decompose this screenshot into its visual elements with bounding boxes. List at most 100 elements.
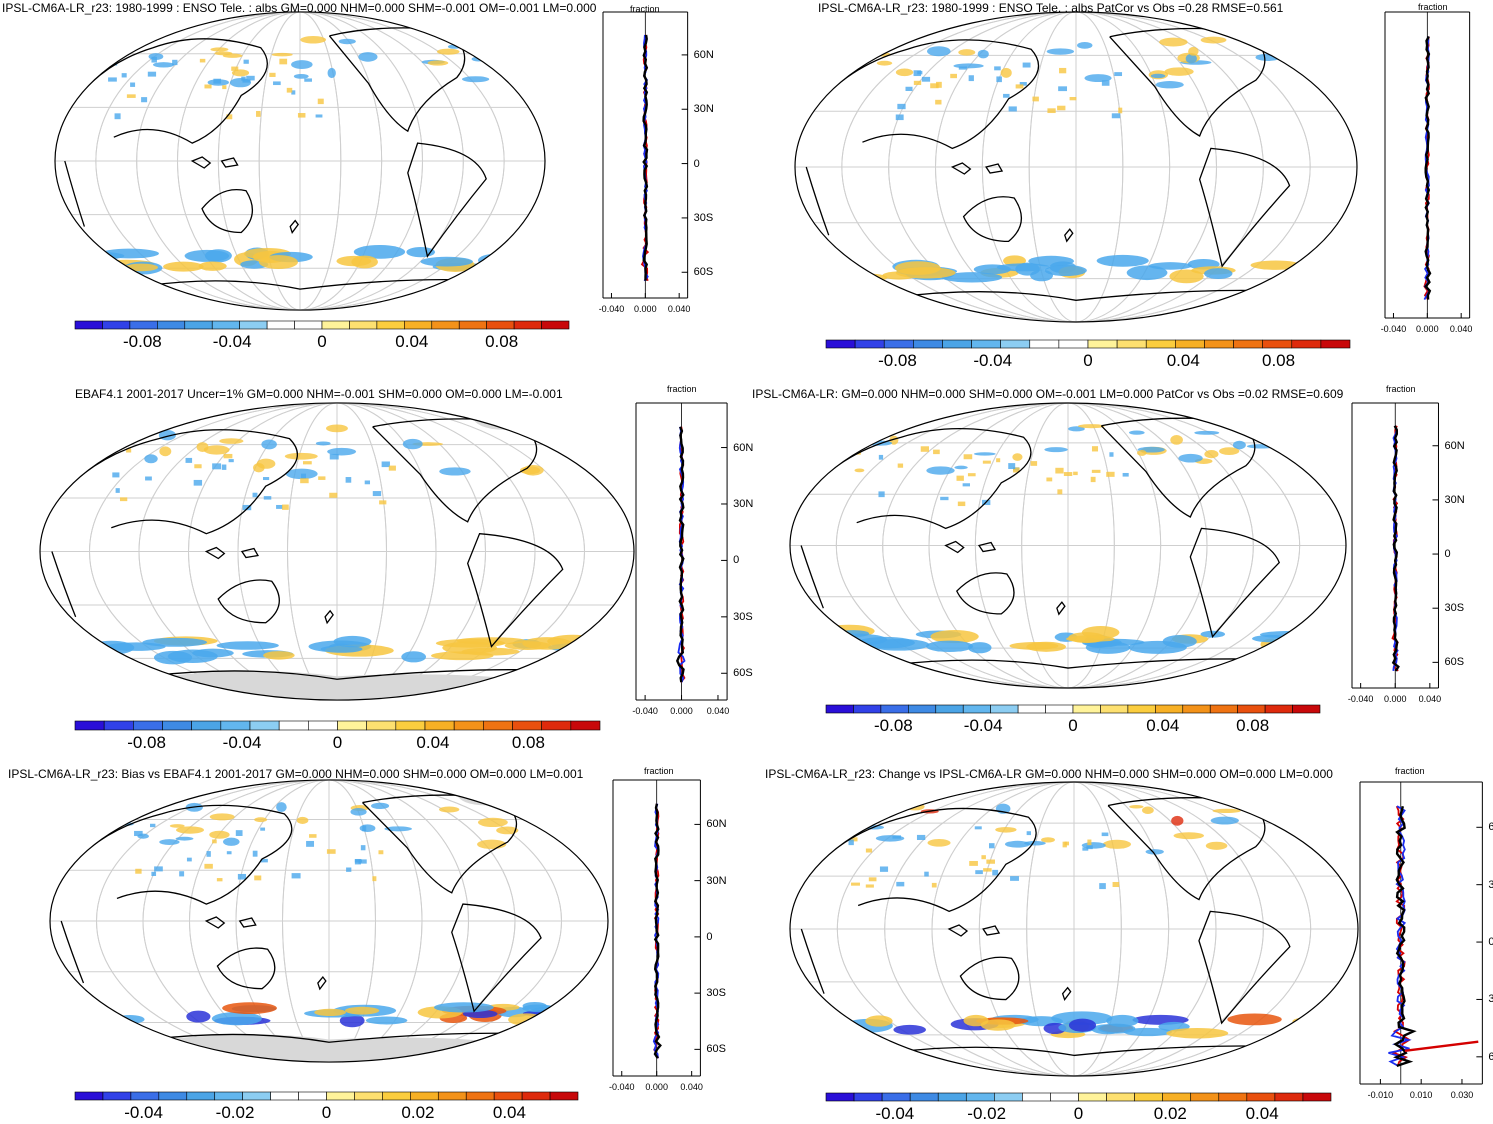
zonal-ytick-label: 60S: [1488, 1050, 1493, 1063]
anomaly-cell: [114, 113, 121, 120]
anomaly-cell: [1046, 477, 1053, 482]
colorbar-tick-label: -0.04: [875, 1104, 915, 1123]
colorbar-tick-label: 0.04: [492, 1103, 526, 1122]
colorbar-swatch: [1116, 339, 1147, 349]
coastline: [1056, 601, 1066, 616]
zonal-xtick-label: 0.000: [645, 1082, 668, 1092]
anomaly-cell: [1013, 467, 1020, 473]
zonal-series-line: [1391, 425, 1400, 672]
colorbar-swatch: [1100, 704, 1129, 714]
anomaly-cell: [226, 851, 232, 855]
anomaly-cell: [868, 638, 930, 651]
coastline: [150, 1032, 530, 1043]
anomaly-cell: [1102, 839, 1132, 849]
zonal-ytick-label: 30N: [706, 874, 727, 887]
anomaly-cell: [126, 94, 136, 98]
anomaly-cell: [258, 255, 298, 270]
anomaly-cell: [359, 824, 376, 832]
anomaly-cell: [256, 110, 261, 117]
coastline: [451, 903, 542, 1013]
anomaly-cell: [252, 850, 258, 857]
coastline: [324, 609, 334, 625]
anomaly-cell: [154, 866, 163, 872]
coastline: [947, 924, 969, 937]
colorbar-swatch: [570, 720, 601, 731]
lon-gridline: [882, 403, 1254, 688]
colorbar-swatch: [853, 1092, 883, 1102]
zonal-ytick-label: 0: [1488, 936, 1493, 949]
coastline: [805, 39, 1040, 150]
colorbar-swatch: [158, 1091, 188, 1101]
colorbar-tick-label: 0.04: [1166, 351, 1200, 370]
colorbar-swatch: [1017, 704, 1046, 714]
colorbar-swatch: [965, 1092, 995, 1102]
anomaly-cell: [462, 76, 490, 83]
zonal-xtick-label: 0.040: [1418, 694, 1442, 704]
colorbar-swatch: [129, 320, 158, 330]
anomaly-cell: [112, 472, 120, 478]
anomaly-cell: [956, 475, 964, 481]
anomaly-cell: [381, 461, 390, 468]
anomaly-cell: [1068, 426, 1085, 432]
anomaly-cell: [865, 1015, 893, 1027]
colorbar-swatch: [1050, 1092, 1079, 1102]
zonal-xtick-label: 0.000: [634, 304, 657, 314]
anomaly-cell: [1128, 430, 1145, 435]
coastline: [800, 928, 825, 994]
colorbar-swatch: [942, 339, 972, 349]
colorbar-swatch: [1000, 339, 1031, 349]
zonal-ytick-label: 60S: [1444, 656, 1465, 669]
map-border: [54, 11, 546, 311]
anomaly-cell: [436, 48, 460, 55]
colorbar-swatch: [437, 1091, 467, 1101]
anomaly-cell: [895, 267, 956, 279]
colorbar-swatch: [184, 320, 213, 330]
anomaly-cell: [206, 851, 211, 857]
colorbar-swatch: [220, 720, 251, 731]
coastline: [216, 947, 276, 990]
coastline: [1189, 527, 1281, 639]
colorbar-tick-label: 0.02: [1153, 1104, 1187, 1123]
zonal-xtick-label: 0.040: [667, 304, 691, 314]
coastline: [190, 156, 212, 169]
colorbar-swatch: [541, 720, 572, 731]
anomaly-cell: [1008, 463, 1016, 469]
panel-title: IPSL-CM6A-LR_r23: Bias vs EBAF4.1 2001-2…: [8, 767, 584, 781]
anomaly-cell: [435, 638, 506, 648]
anomaly-cell: [209, 813, 235, 821]
zonal-ytick-label: 0: [693, 157, 700, 170]
zonal-ytick-label: 30S: [1488, 993, 1493, 1006]
zonal-title: fraction: [1395, 766, 1425, 776]
anomaly-cell: [1032, 96, 1039, 102]
colorbar-swatch: [424, 720, 455, 731]
zonal-ytick-label: 60N: [1444, 439, 1465, 452]
colorbar-bottom-left: [74, 1091, 579, 1101]
anomaly-cell: [291, 90, 296, 95]
anomaly-cell: [271, 52, 293, 57]
colorbar-swatch: [354, 1091, 383, 1101]
colorbar-swatch: [881, 1092, 911, 1102]
anomaly-cell: [925, 640, 974, 652]
anomaly-cell: [854, 468, 865, 473]
anomaly-cell: [876, 60, 893, 66]
coastline: [1061, 986, 1072, 1002]
anomaly-cell: [1106, 1014, 1139, 1027]
map-top-right: [794, 11, 1358, 323]
colorbar-tick-label: -0.08: [127, 733, 166, 752]
colorbar-swatch: [453, 720, 484, 731]
anomaly-cell: [314, 1008, 346, 1017]
anomaly-cell: [1200, 630, 1226, 638]
anomaly-cell: [193, 479, 203, 486]
anomaly-cell: [992, 869, 999, 876]
coastline: [962, 196, 1022, 243]
zonal-xtick-label: 0.030: [1450, 1090, 1474, 1100]
colorbar-swatch: [1058, 339, 1089, 349]
zonal-xtick-label: -0.040: [1380, 324, 1407, 334]
colorbar-swatch: [1045, 704, 1074, 714]
coastline: [982, 925, 1001, 936]
anomaly-cell: [892, 835, 901, 839]
missing-data-greenland: [473, 405, 534, 430]
zonal-xtick-label: -0.040: [598, 304, 625, 314]
anomaly-cell: [211, 1011, 262, 1026]
